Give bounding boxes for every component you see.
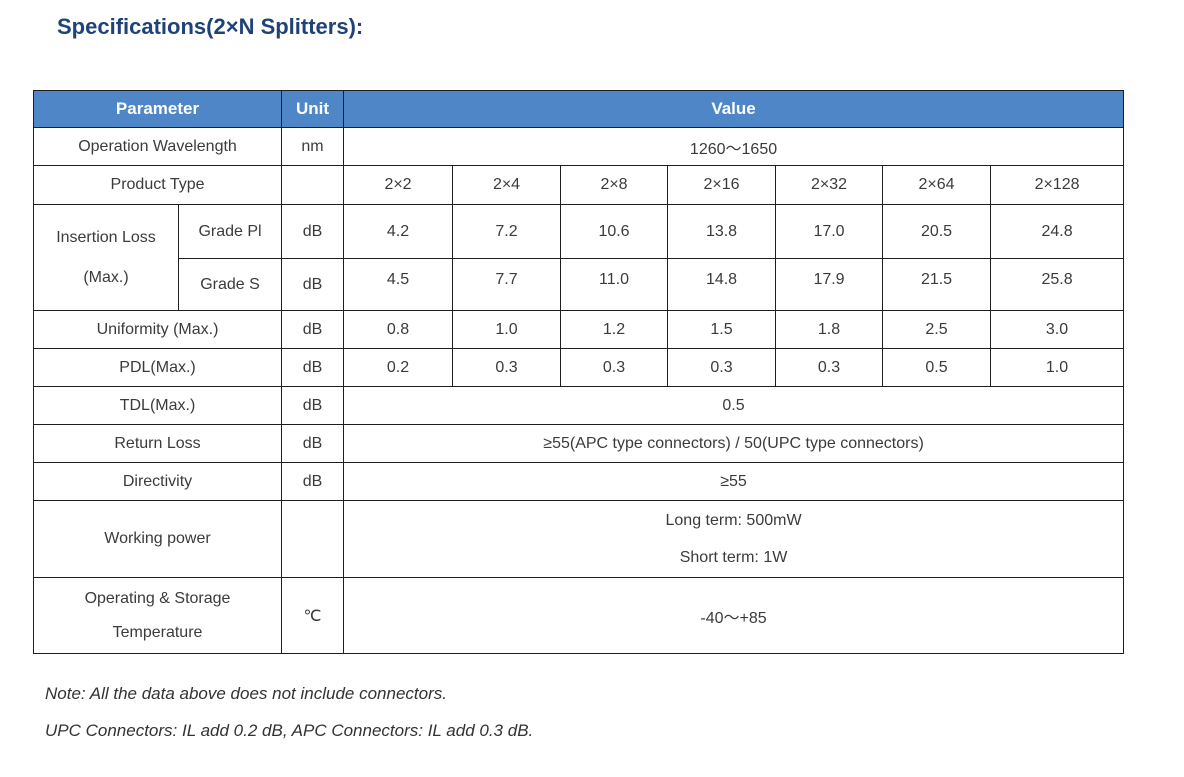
page-title: Specifications(2×N Splitters): xyxy=(57,14,364,39)
unit-cell: dB xyxy=(281,424,345,463)
header-parameter: Parameter xyxy=(32,90,283,128)
param-pdl: PDL(Max.) xyxy=(32,348,283,387)
value-cell: 25.8 xyxy=(990,258,1125,311)
value-cell: 1.8 xyxy=(775,310,884,349)
value-cell: 0.5 xyxy=(343,386,1125,425)
param-operating-temperature-line2: Temperature xyxy=(112,623,203,641)
row-return-loss: Return Loss dB ≥55(APC type connectors) … xyxy=(32,424,1125,463)
notes: Note: All the data above does not includ… xyxy=(45,684,1184,741)
row-pdl: PDL(Max.) dB 0.2 0.3 0.3 0.3 0.3 0.5 1.0 xyxy=(32,348,1125,387)
value-cell: 7.2 xyxy=(452,204,562,259)
param-uniformity: Uniformity (Max.) xyxy=(32,310,283,349)
param-directivity: Directivity xyxy=(32,462,283,501)
value-cell: Long term: 500mW Short term: 1W xyxy=(343,500,1125,578)
value-cell: 1260～1650 xyxy=(343,127,1125,166)
working-power-short-term: Short term: 1W xyxy=(679,549,788,566)
param-insertion-loss-line2: (Max.) xyxy=(83,268,129,286)
product-type-cell: 2×2 xyxy=(343,165,454,205)
product-type-cell: 2×64 xyxy=(882,165,992,205)
unit-cell: ℃ xyxy=(281,577,345,654)
param-product-type: Product Type xyxy=(32,165,283,205)
value-cell: 7.7 xyxy=(452,258,562,311)
param-operating-temperature: Operating & Storage Temperature xyxy=(32,577,283,654)
value-cell: 17.0 xyxy=(775,204,884,259)
value-cell: 14.8 xyxy=(667,258,777,311)
value-cell: 0.3 xyxy=(775,348,884,387)
row-insertion-loss-grade-pl: Insertion Loss (Max.) Grade Pl dB 4.2 7.… xyxy=(33,204,1125,311)
unit-cell: dB xyxy=(281,310,345,349)
unit-cell: dB xyxy=(281,348,345,387)
param-grade-s: Grade S xyxy=(177,258,283,311)
value-cell: 0.5 xyxy=(882,348,992,387)
product-type-cell: 2×32 xyxy=(775,165,884,205)
working-power-long-term: Long term: 500mW xyxy=(665,511,802,529)
row-tdl: TDL(Max.) dB 0.5 xyxy=(32,386,1125,425)
product-type-cell: 2×128 xyxy=(990,165,1125,205)
row-insertion-loss-grade-s: Grade S dB 4.5 7.7 11.0 14.8 17.9 21.5 2… xyxy=(34,258,1125,311)
note-line-1: Note: All the data above does not includ… xyxy=(45,684,447,703)
row-operating-temperature: Operating & Storage Temperature ℃ -40～+8… xyxy=(32,577,1125,654)
param-working-power: Working power xyxy=(32,500,283,578)
value-cell: 1.0 xyxy=(452,310,562,349)
unit-cell: dB xyxy=(281,462,345,501)
param-insertion-loss: Insertion Loss (Max.) xyxy=(33,204,179,311)
value-cell: ≥55 xyxy=(343,462,1125,501)
value-cell: 4.2 xyxy=(343,204,454,259)
value-cell: 0.3 xyxy=(560,348,669,387)
value-cell: ≥55(APC type connectors) / 50(UPC type c… xyxy=(343,424,1125,463)
unit-cell: dB xyxy=(281,204,345,259)
value-cell: 4.5 xyxy=(343,258,454,311)
unit-cell xyxy=(281,165,345,205)
value-cell: 17.9 xyxy=(775,258,884,311)
header-unit: Unit xyxy=(281,90,345,128)
row-directivity: Directivity dB ≥55 xyxy=(32,462,1125,501)
param-grade-pl: Grade Pl xyxy=(177,204,283,259)
value-cell: 20.5 xyxy=(882,204,992,259)
row-working-power: Working power Long term: 500mW Short ter… xyxy=(32,500,1125,578)
value-cell: 13.8 xyxy=(667,204,777,259)
param-return-loss: Return Loss xyxy=(32,424,283,463)
product-type-cell: 2×4 xyxy=(452,165,562,205)
row-operation-wavelength: Operation Wavelength nm 1260～1650 xyxy=(32,127,1125,166)
product-type-cell: 2×8 xyxy=(560,165,669,205)
unit-cell: nm xyxy=(281,127,345,166)
value-cell: 0.2 xyxy=(343,348,454,387)
param-operating-temperature-line1: Operating & Storage xyxy=(84,590,231,608)
header-row: Parameter Unit Value xyxy=(32,90,1125,128)
spec-table: Parameter Unit Value Operation Wavelengt… xyxy=(32,90,1125,654)
value-cell: 21.5 xyxy=(882,258,992,311)
value-cell: 0.8 xyxy=(343,310,454,349)
value-cell: 24.8 xyxy=(990,204,1125,259)
unit-cell: dB xyxy=(281,386,345,425)
value-cell: 11.0 xyxy=(560,258,669,311)
value-cell: -40～+85 xyxy=(343,577,1125,654)
value-cell: 0.3 xyxy=(452,348,562,387)
param-operation-wavelength: Operation Wavelength xyxy=(32,127,283,166)
value-cell: 10.6 xyxy=(560,204,669,259)
product-type-cell: 2×16 xyxy=(667,165,777,205)
param-insertion-loss-line1: Insertion Loss xyxy=(56,229,156,247)
value-cell: 3.0 xyxy=(990,310,1125,349)
note-line-2: UPC Connectors: IL add 0.2 dB, APC Conne… xyxy=(45,721,534,740)
row-uniformity: Uniformity (Max.) dB 0.8 1.0 1.2 1.5 1.8… xyxy=(32,310,1125,349)
unit-cell xyxy=(281,500,345,578)
unit-cell: dB xyxy=(281,258,345,311)
value-cell: 2.5 xyxy=(882,310,992,349)
header-value: Value xyxy=(343,90,1125,128)
value-cell: 1.0 xyxy=(990,348,1125,387)
value-cell: 0.3 xyxy=(667,348,777,387)
param-tdl: TDL(Max.) xyxy=(32,386,283,425)
row-product-type: Product Type 2×2 2×4 2×8 2×16 2×32 2×64 … xyxy=(32,165,1125,205)
value-cell: 1.2 xyxy=(560,310,669,349)
value-cell: 1.5 xyxy=(667,310,777,349)
